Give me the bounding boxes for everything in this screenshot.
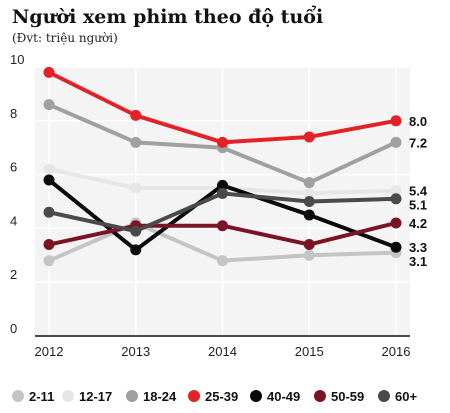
x-tick-label: 2012 [35, 344, 64, 359]
data-point-50-59 [303, 239, 315, 251]
legend-marker-60+ [378, 390, 390, 402]
data-point-12-17 [130, 182, 142, 194]
data-point-50-59 [390, 217, 402, 229]
data-point-60+ [390, 193, 402, 205]
data-point-12-17 [390, 185, 402, 197]
end-label-60+: 5.1 [409, 198, 427, 213]
y-tick-label: 0 [10, 321, 17, 336]
data-point-40-49 [130, 244, 142, 256]
end-label-25-39: 8.0 [409, 114, 427, 129]
data-point-25-39 [43, 66, 55, 78]
data-point-18-24 [130, 136, 142, 148]
data-point-25-39 [303, 131, 315, 143]
data-point-2-11 [303, 249, 315, 261]
x-tick-label: 2015 [295, 344, 324, 359]
legend-label-25-39: 25-39 [205, 389, 238, 404]
data-point-25-39 [130, 109, 142, 121]
y-tick-label: 10 [10, 52, 24, 67]
x-tick-label: 2013 [121, 344, 150, 359]
data-point-60+ [217, 187, 228, 199]
data-point-12-17 [303, 187, 315, 199]
legend-marker-25-39 [188, 390, 200, 402]
end-label-2-11: 3.1 [409, 254, 427, 269]
data-point-25-39 [217, 136, 228, 148]
data-point-40-49 [217, 179, 228, 191]
data-point-25-39 [390, 115, 402, 127]
data-point-60+ [303, 196, 315, 207]
data-point-50-59 [217, 220, 228, 232]
data-point-60+ [130, 225, 142, 237]
end-label-50-59: 4.2 [409, 216, 427, 231]
legend-marker-50-59 [314, 390, 326, 402]
legend-label-60+: 60+ [395, 389, 417, 404]
axis-layer: 0 2 4 6 8 10 2012 2013 2014 2015 2016 [10, 52, 410, 359]
data-point-60+ [43, 206, 55, 218]
data-point-12-17 [43, 163, 55, 175]
legend-marker-12-17 [62, 390, 74, 402]
data-point-2-11 [217, 255, 228, 267]
legend-label-18-24: 18-24 [143, 389, 177, 404]
data-point-18-24 [390, 136, 402, 148]
legend-label-40-49: 40-49 [267, 389, 300, 404]
end-label-18-24: 7.2 [409, 135, 427, 150]
legend: 2-11 12-17 18-24 25-39 40-49 50-59 60+ [12, 389, 417, 404]
data-point-18-24 [303, 177, 315, 189]
end-label-layer: 8.0 7.2 5.45.1 4.2 3.33.1 [409, 114, 428, 269]
legend-label-2-11: 2-11 [29, 389, 54, 404]
legend-marker-2-11 [12, 390, 24, 402]
legend-marker-40-49 [250, 390, 262, 402]
y-tick-label: 2 [10, 267, 17, 282]
end-label-12-17: 5.4 [409, 184, 428, 199]
data-point-50-59 [43, 239, 55, 251]
data-point-40-49 [303, 209, 315, 221]
y-tick-label: 4 [10, 213, 17, 228]
data-point-40-49 [43, 174, 55, 186]
data-point-40-49 [390, 241, 402, 253]
y-tick-label: 8 [10, 106, 17, 121]
chart-title: Người xem phim theo độ tuổi [12, 6, 324, 28]
chart-subtitle: (Đvt: triệu người) [12, 31, 118, 45]
y-tick-label: 6 [10, 160, 17, 175]
x-tick-label: 2016 [382, 344, 411, 359]
legend-marker-18-24 [126, 390, 138, 402]
legend-label-50-59: 50-59 [331, 389, 364, 404]
x-tick-label: 2014 [208, 344, 237, 359]
data-point-2-11 [43, 255, 55, 267]
data-point-18-24 [43, 99, 55, 111]
legend-label-12-17: 12-17 [79, 389, 112, 404]
series-layer [43, 66, 402, 267]
end-label-40-49: 3.3 [409, 240, 427, 255]
